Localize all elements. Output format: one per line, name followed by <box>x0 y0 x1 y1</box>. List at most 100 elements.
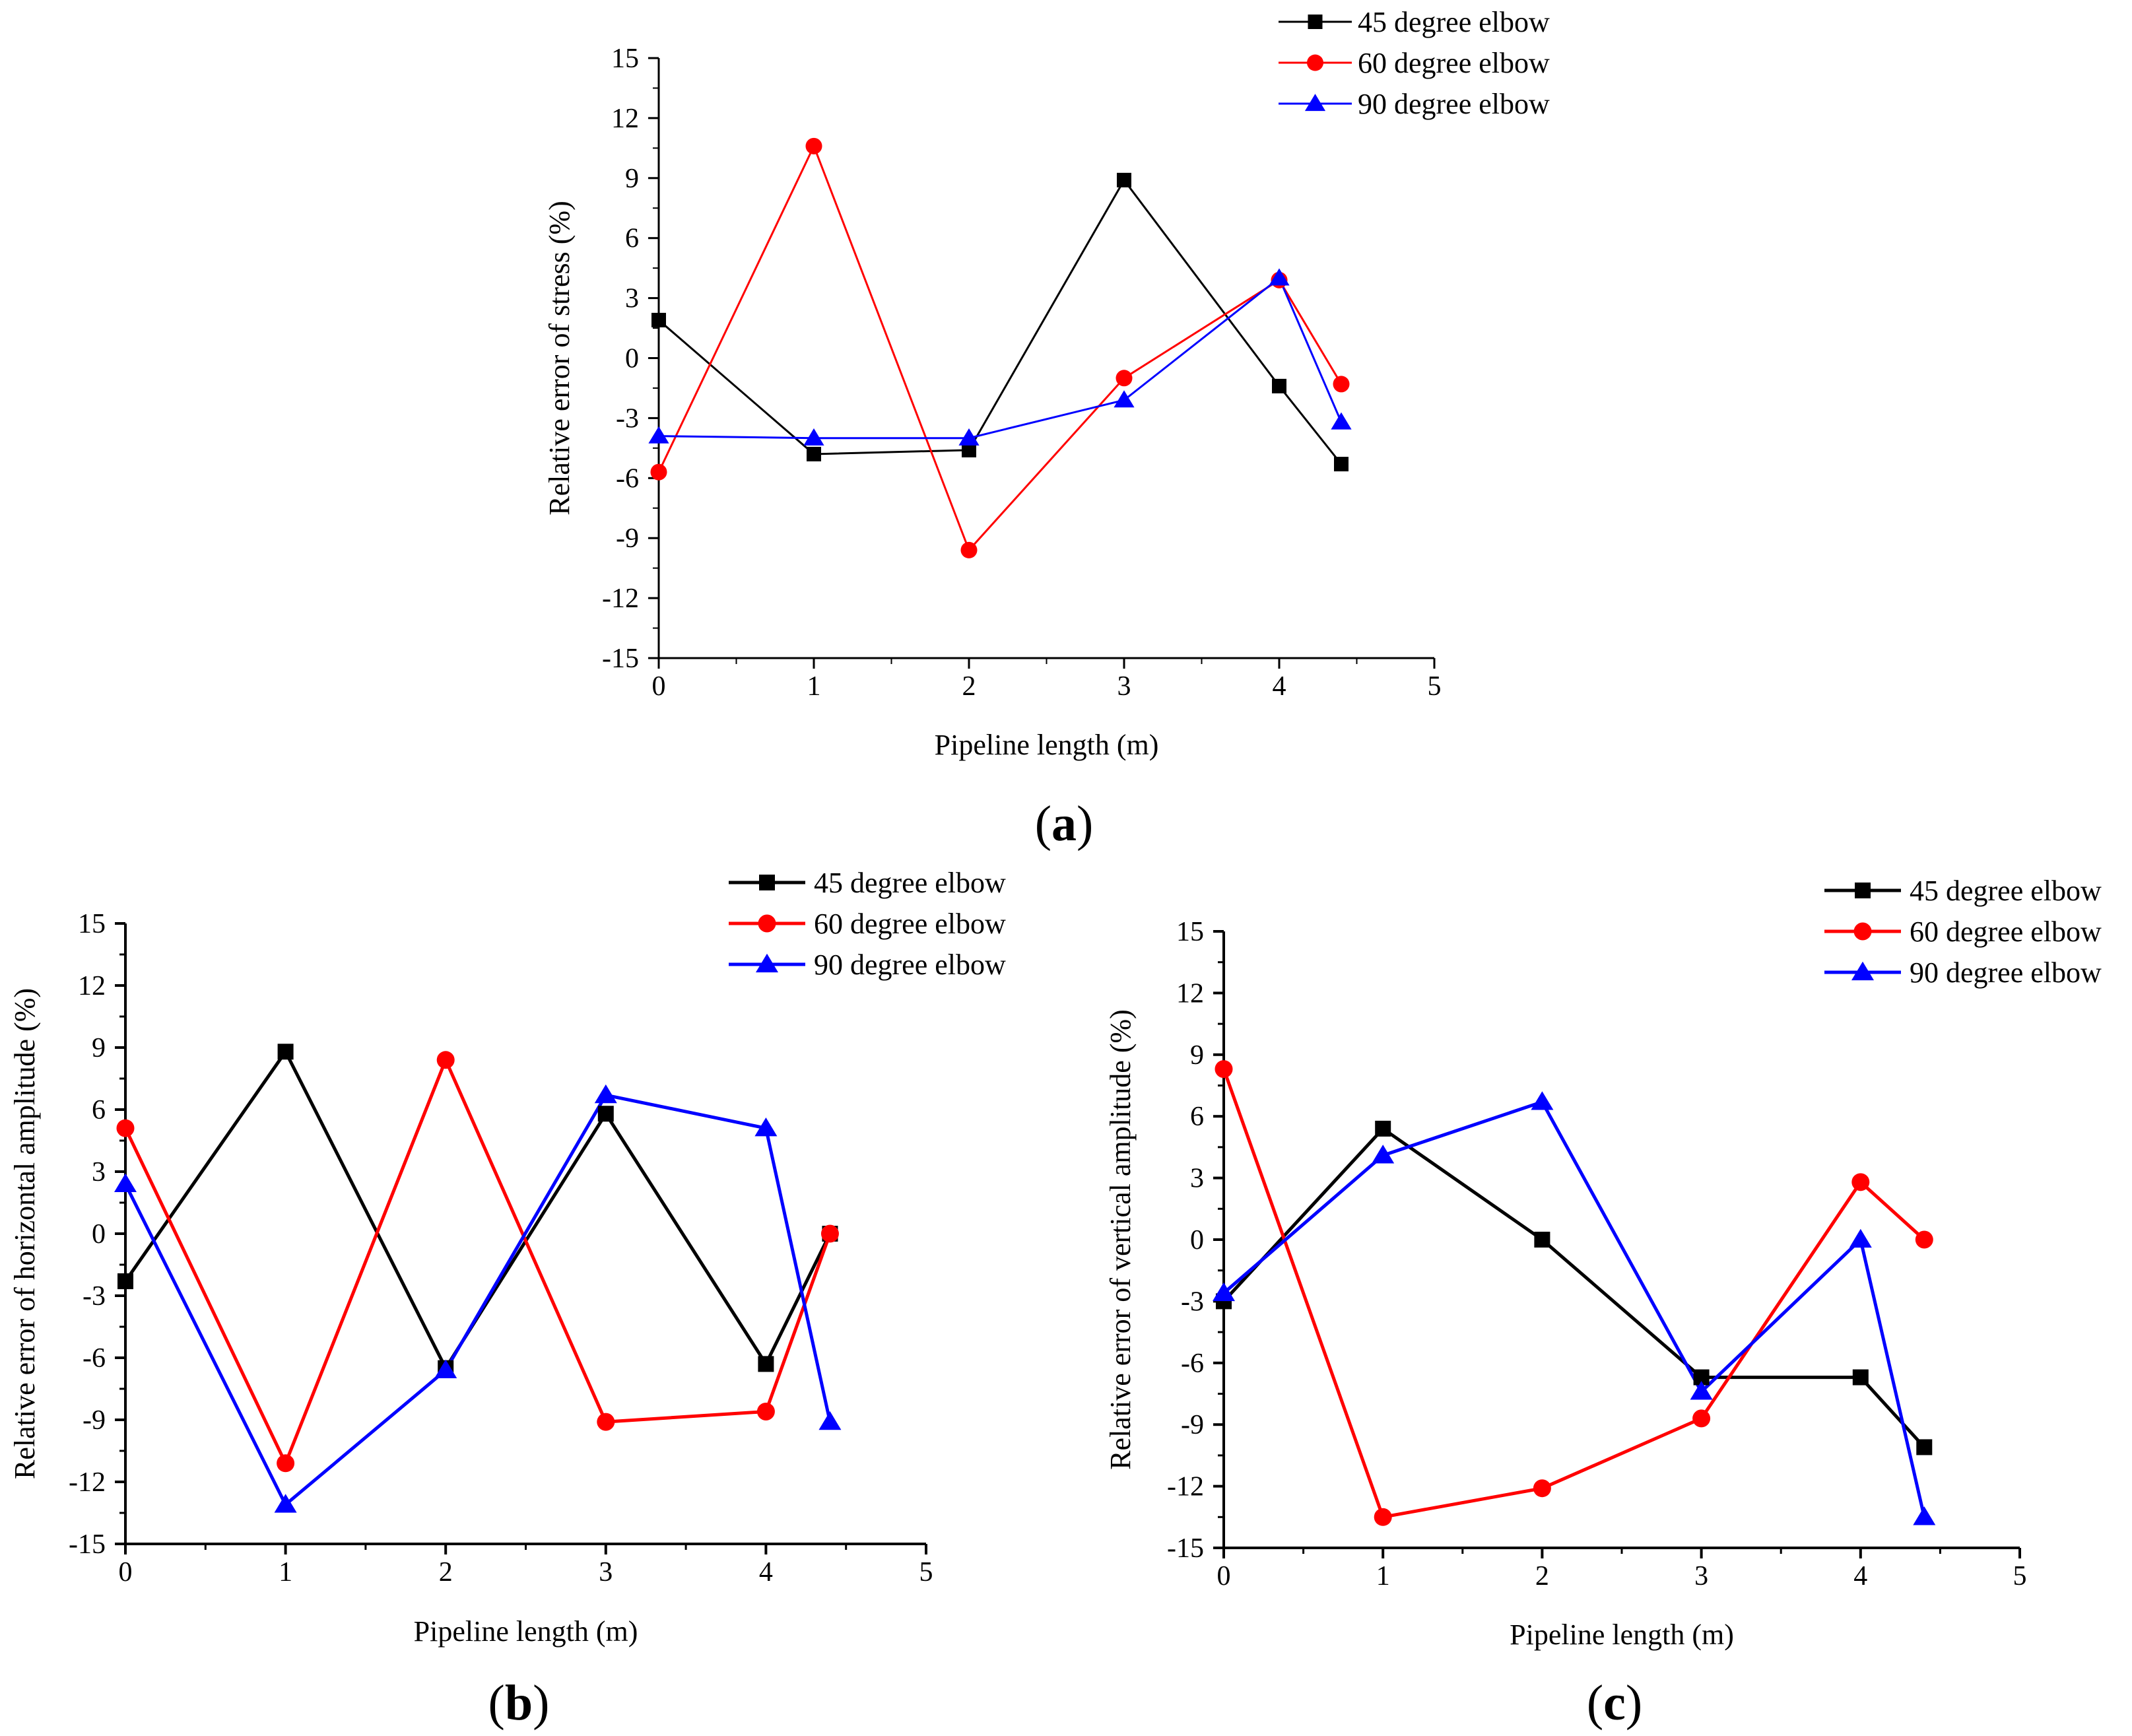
data-point-circle <box>277 1454 294 1472</box>
y-tick-label: 0 <box>1190 1225 1204 1255</box>
legend-label: 90 degree elbow <box>1910 956 2102 989</box>
data-point-circle <box>1116 370 1133 386</box>
legend-marker-square <box>1308 15 1323 29</box>
data-point-circle <box>1215 1060 1233 1078</box>
data-point-circle <box>437 1051 455 1069</box>
y-tick-label: -3 <box>616 403 639 434</box>
x-tick-label: 3 <box>599 1557 613 1587</box>
data-point-circle <box>806 138 822 154</box>
data-point-circle <box>757 1403 775 1420</box>
legend-marker-circle <box>1307 55 1323 71</box>
y-tick-label: 9 <box>92 1033 106 1063</box>
x-tick-label: 1 <box>279 1557 292 1587</box>
y-tick-label: 15 <box>1176 917 1204 947</box>
data-point-circle <box>1692 1409 1710 1427</box>
x-axis-title: Pipeline length (m) <box>1510 1619 1734 1651</box>
y-axis-title: Relative error of horizontal amplitude (… <box>9 988 41 1479</box>
y-tick-label: 9 <box>625 164 639 194</box>
y-tick-label: -3 <box>1181 1286 1204 1317</box>
data-point-circle <box>117 1119 135 1137</box>
data-point-square <box>1117 173 1131 187</box>
y-tick-label: -9 <box>1181 1410 1204 1440</box>
data-point-circle <box>1533 1479 1551 1497</box>
data-point-square <box>758 1356 774 1372</box>
data-point-circle <box>1851 1173 1869 1191</box>
data-point-circle <box>961 542 978 558</box>
y-tick-label: 3 <box>625 284 639 314</box>
data-point-square <box>1853 1370 1869 1385</box>
legend-label: 45 degree elbow <box>1910 875 2102 907</box>
x-tick-label: 2 <box>439 1557 453 1587</box>
x-tick-label: 0 <box>652 671 666 702</box>
panel-label-a: (a) <box>1035 796 1094 851</box>
y-tick-label: -3 <box>83 1281 106 1312</box>
y-tick-label: -6 <box>616 463 639 494</box>
data-point-square <box>117 1273 133 1289</box>
data-point-circle <box>651 464 667 481</box>
figure: 15129630-3-6-9-12-150 1 2 3 4 5Pipeline lengt… <box>0 0 2132 1736</box>
legend-label: 90 degree elbow <box>814 949 1006 981</box>
legend-label: 45 degree elbow <box>1358 6 1550 38</box>
legend-label: 60 degree elbow <box>1910 916 2102 948</box>
y-tick-label: 12 <box>1176 978 1204 1009</box>
x-tick-label: 2 <box>1535 1561 1549 1591</box>
y-tick-label: -12 <box>1167 1472 1204 1502</box>
legend-marker-circle <box>1854 923 1872 941</box>
x-tick-label: 5 <box>1428 671 1442 702</box>
y-axis-title: Relative error of vertical amplitude (%) <box>1104 1009 1137 1470</box>
y-tick-label: 6 <box>1190 1102 1204 1132</box>
y-tick-label: 15 <box>78 909 106 939</box>
y-tick-label: -15 <box>1167 1533 1204 1564</box>
data-point-square <box>598 1106 614 1121</box>
y-tick-label: 6 <box>92 1095 106 1125</box>
data-point-circle <box>1915 1231 1933 1249</box>
legend: 45 degree elbow 60 degree elbow 90 degree … <box>1824 875 2102 989</box>
data-point-square <box>1916 1439 1932 1455</box>
y-tick-label: -6 <box>1181 1349 1204 1379</box>
x-tick-label: 4 <box>1273 671 1286 702</box>
data-point-square <box>807 447 821 461</box>
y-tick-label: 12 <box>78 971 106 1001</box>
y-tick-label: 9 <box>1190 1040 1204 1071</box>
legend-label: 60 degree elbow <box>1358 47 1550 79</box>
x-tick-label: 1 <box>807 671 821 702</box>
y-tick-label: 0 <box>92 1219 106 1250</box>
y-tick-label: -6 <box>83 1343 106 1374</box>
y-tick-label: 12 <box>611 104 639 134</box>
data-point-square <box>1272 379 1286 393</box>
legend-marker-circle <box>758 915 776 933</box>
x-tick-label: 0 <box>119 1557 133 1587</box>
y-tick-label: -9 <box>83 1405 106 1436</box>
x-tick-label: 3 <box>1117 671 1131 702</box>
y-tick-label: 6 <box>625 224 639 254</box>
x-tick-label: 0 <box>1217 1561 1231 1591</box>
y-tick-label: -12 <box>69 1467 106 1498</box>
legend-marker-square <box>759 875 775 890</box>
data-point-circle <box>1374 1508 1392 1526</box>
x-tick-label: 4 <box>759 1557 773 1587</box>
data-point-square <box>1375 1121 1391 1137</box>
legend-label: 45 degree elbow <box>814 867 1006 899</box>
panel-label-c: (c) <box>1587 1675 1642 1731</box>
legend-label: 90 degree elbow <box>1358 88 1550 120</box>
panel-label-b: (b) <box>488 1675 550 1731</box>
x-tick-label: 1 <box>1376 1561 1390 1591</box>
y-tick-label: 3 <box>92 1157 106 1187</box>
y-tick-label: -15 <box>602 644 639 674</box>
data-point-square <box>1534 1232 1550 1248</box>
y-tick-label: -9 <box>616 523 639 554</box>
data-point-circle <box>1333 376 1350 392</box>
x-tick-label: 4 <box>1853 1561 1867 1591</box>
y-tick-label: -12 <box>602 584 639 614</box>
y-tick-label: -15 <box>69 1529 106 1560</box>
y-axis-title: Relative error of stress (%) <box>543 201 576 515</box>
data-point-circle <box>597 1413 615 1431</box>
legend-label: 60 degree elbow <box>814 908 1006 940</box>
x-tick-label: 3 <box>1694 1561 1708 1591</box>
x-tick-label: 2 <box>962 671 976 702</box>
data-point-square <box>651 313 666 327</box>
legend-marker-square <box>1855 883 1871 898</box>
legend: 45 degree elbow 60 degree elbow 90 degree … <box>1279 6 1550 120</box>
data-point-circle <box>821 1225 839 1243</box>
y-tick-label: 15 <box>611 44 639 74</box>
